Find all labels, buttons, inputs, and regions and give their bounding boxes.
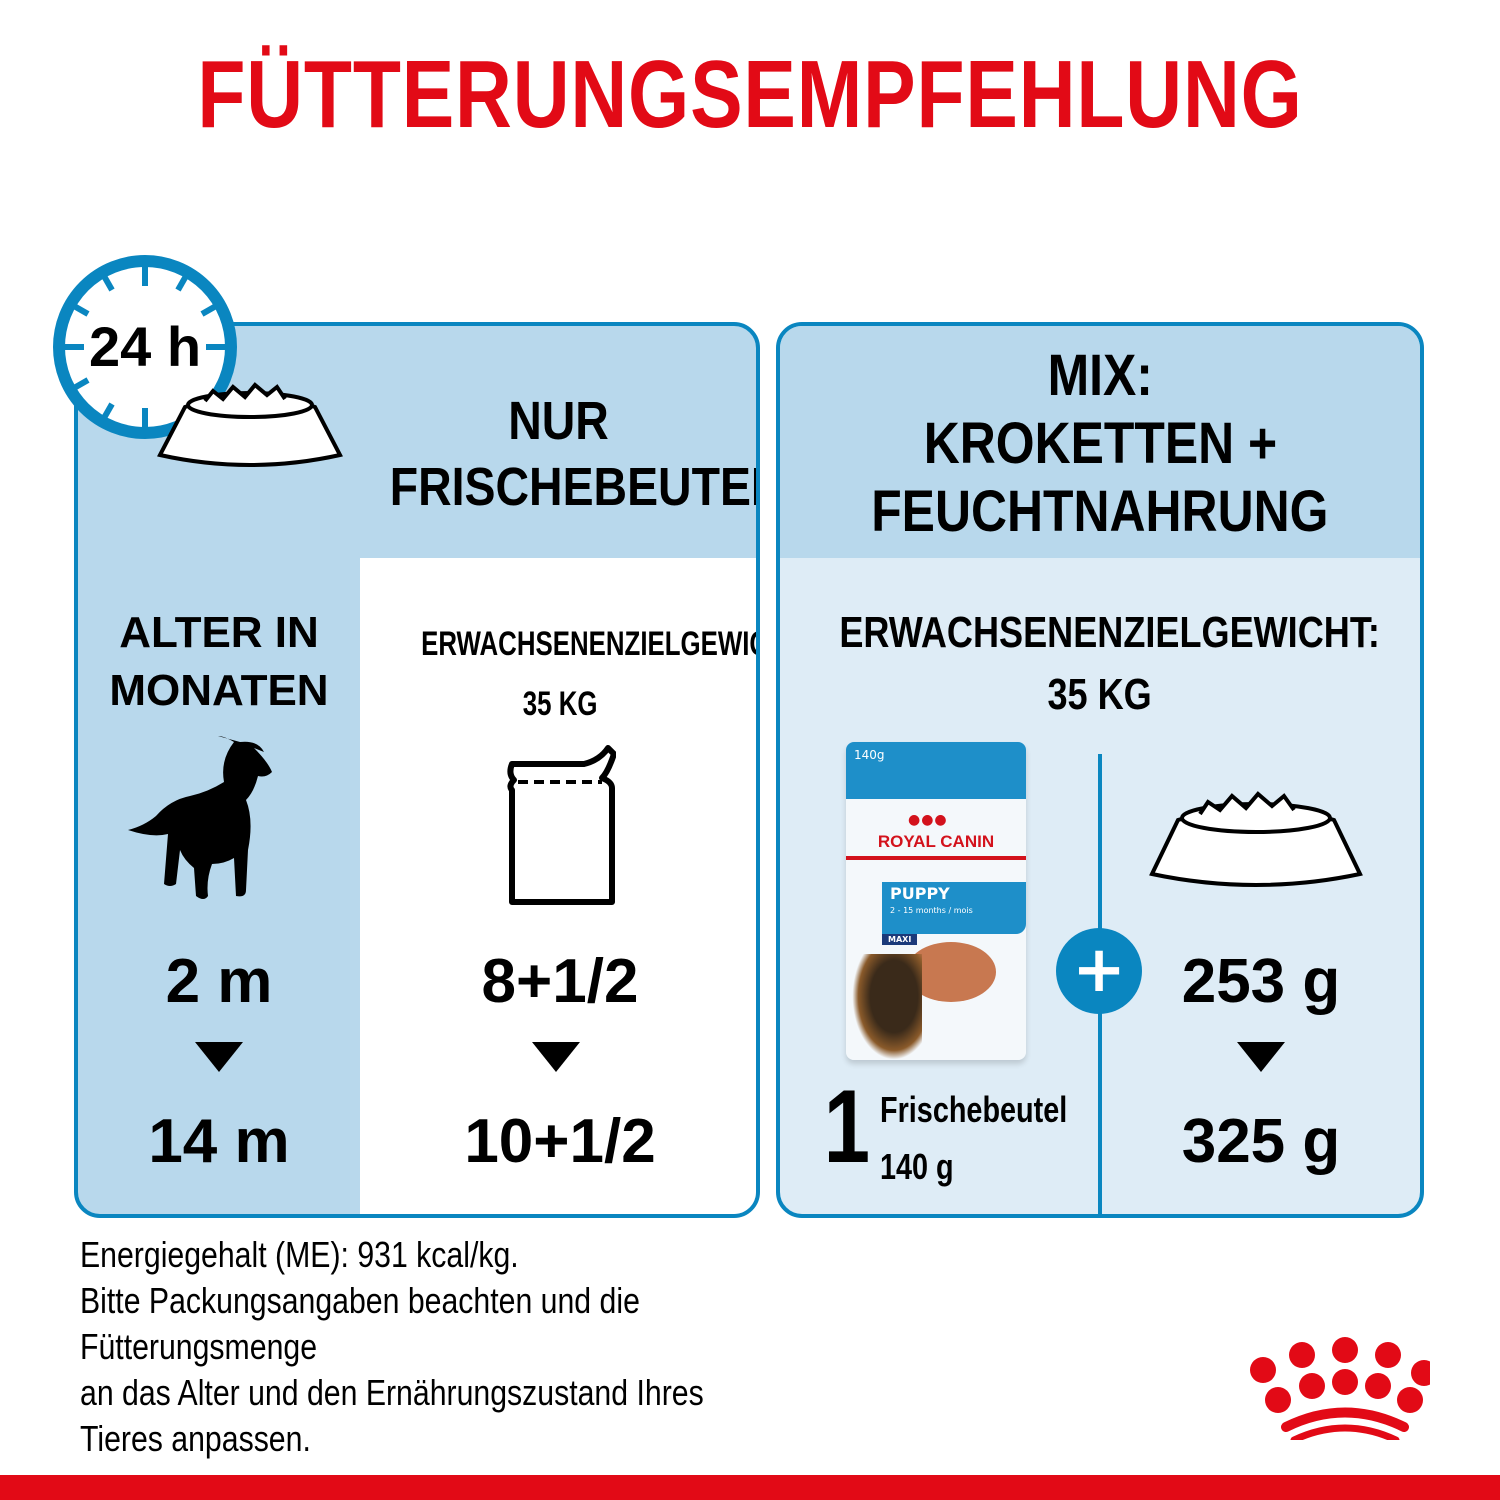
clock-icon: 24 h [53, 255, 237, 439]
food-bowl-icon [1149, 791, 1363, 887]
only-pouch-panel: NUR FRISCHEBEUTEL ALTER IN MONATEN ERWAC… [74, 322, 760, 1218]
arrow-down-icon [532, 1042, 580, 1072]
royal-canin-crown-logo [1250, 1337, 1430, 1440]
age-to: 14 m [148, 1107, 290, 1176]
adult-weight-label: ERWACHSENENZIELGEWICHT: 35 KG [839, 608, 1380, 719]
svg-text:24 h: 24 h [89, 315, 201, 378]
crown-icon: ●●● [908, 812, 948, 828]
pouches-from: 8+1/2 [481, 947, 639, 1016]
pouch-count: 1 [823, 1069, 871, 1185]
mix-panel: MIX: KROKETTEN + FEUCHTNAHRUNG ERWACHSEN… [776, 322, 1424, 1218]
mix-heading: MIX: KROKETTEN + FEUCHTNAHRUNG [871, 343, 1329, 544]
pouch-icon [507, 745, 616, 905]
pouches-to: 10+1/2 [464, 1107, 656, 1176]
product-pouch-image: 140g ●●● ROYAL CANIN PUPPY 2 - 15 months… [846, 742, 1026, 1060]
energy-info-text: Energiegehalt (ME): 931 kcal/kg. Bitte P… [80, 1234, 704, 1459]
only-pouch-heading: NUR FRISCHEBEUTEL [389, 391, 760, 517]
pouch-caption: Frischebeutel 140 g [880, 1089, 1068, 1187]
plus-icon: + [1056, 928, 1142, 1014]
age-label: ALTER IN MONATEN [109, 608, 329, 715]
arrow-down-icon [195, 1042, 243, 1072]
footer-red-bar [0, 1475, 1500, 1500]
food-bowl-icon [157, 382, 343, 467]
kibble-to: 325 g [1181, 1107, 1341, 1176]
age-from: 2 m [165, 947, 273, 1016]
adult-weight-label: ERWACHSENENZIELGEWICHT: 35 KG [421, 625, 756, 723]
kibble-from: 253 g [1181, 947, 1341, 1016]
page-title: FÜTTERUNGSEMPFEHLUNG [197, 41, 1303, 148]
puppy-silhouette-icon [128, 736, 272, 899]
arrow-down-icon [1237, 1042, 1285, 1072]
mix-heading-bg [780, 326, 1420, 558]
puppy-photo [852, 954, 922, 1060]
